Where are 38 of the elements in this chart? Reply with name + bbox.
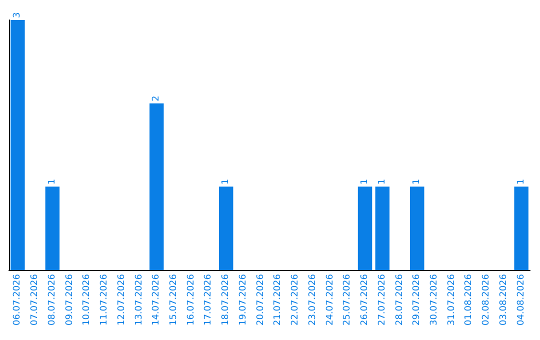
x-tick-label: 22.07.2026 [290, 274, 301, 326]
x-tick-label: 27.07.2026 [377, 274, 388, 326]
data-label: 1 [221, 178, 232, 185]
x-tick-label: 24.07.2026 [325, 274, 336, 326]
x-tick-label: 26.07.2026 [360, 274, 370, 326]
x-tick-label: 02.08.2026 [482, 274, 492, 326]
x-tick-label: 31.07.2026 [446, 274, 457, 326]
data-label: 1 [516, 178, 526, 185]
data-label: 3 [12, 12, 23, 18]
x-tick-label: 11.07.2026 [100, 274, 110, 326]
data-label: 1 [360, 178, 370, 185]
x-tick-label: 29.07.2026 [412, 274, 422, 326]
data-label: 1 [47, 178, 58, 185]
x-tick-label: 21.07.2026 [273, 274, 284, 326]
x-tick-label: 15.07.2026 [168, 274, 179, 326]
x-tick-label: 01.08.2026 [464, 274, 474, 326]
x-tick-label: 23.07.2026 [308, 274, 318, 326]
data-label: 1 [412, 178, 422, 185]
x-tick-label: 19.07.2026 [238, 274, 248, 326]
data-label: 2 [152, 96, 162, 102]
x-tick-label: 17.07.2026 [204, 274, 214, 326]
x-tick-label: 03.08.2026 [498, 274, 509, 326]
x-tick-label: 12.07.2026 [116, 274, 127, 326]
x-tick-label: 04.08.2026 [516, 274, 526, 326]
x-tick-label: 25.07.2026 [342, 274, 353, 326]
x-tick-label: 10.07.2026 [82, 274, 92, 326]
x-tick-label: 13.07.2026 [134, 274, 144, 326]
x-tick-label: 09.07.2026 [64, 274, 75, 326]
x-tick-label: 20.07.2026 [256, 274, 266, 326]
x-tick-label: 28.07.2026 [394, 274, 405, 326]
x-tick-label: 18.07.2026 [221, 274, 232, 326]
x-tick-label: 08.07.2026 [47, 274, 58, 326]
x-tick-label: 30.07.2026 [429, 274, 440, 326]
x-tick-label: 06.07.2026 [12, 274, 23, 326]
x-tick-label: 16.07.2026 [186, 274, 196, 326]
x-tick-label: 07.07.2026 [30, 274, 40, 326]
x-tick-label: 14.07.2026 [152, 274, 162, 326]
data-label: 1 [377, 178, 388, 185]
